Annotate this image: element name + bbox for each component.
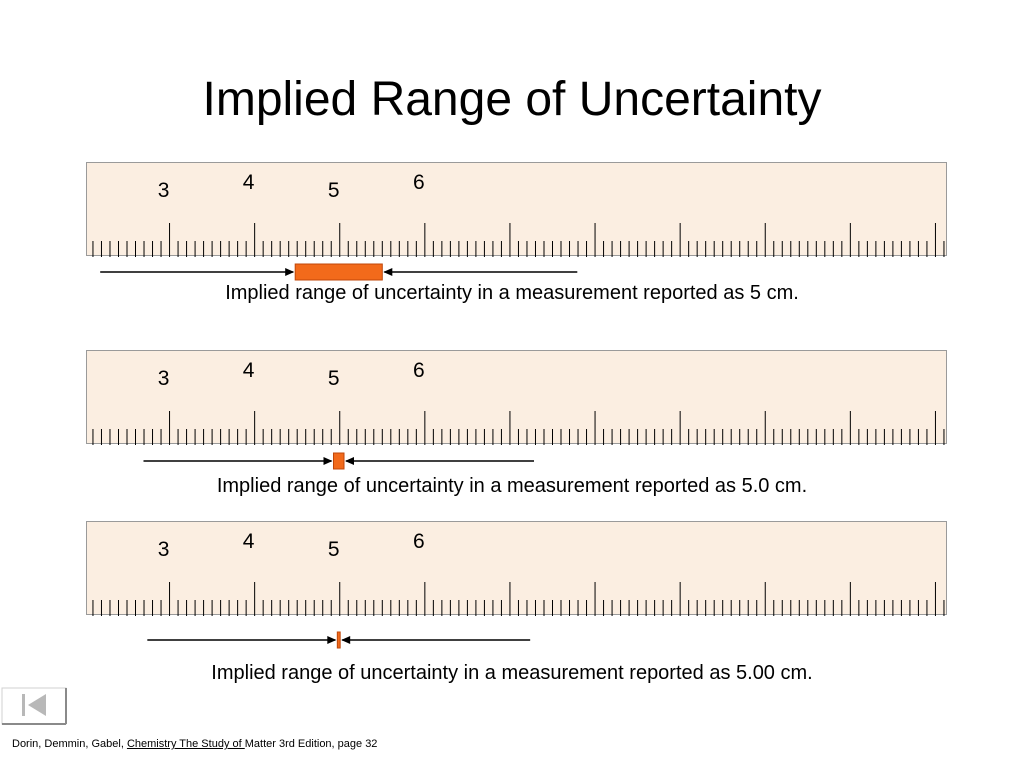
first-slide-button[interactable] (0, 686, 68, 726)
first-slide-icon (22, 694, 46, 716)
uncertainty-range-bar (294, 263, 383, 281)
ruler: 3 4 5 6 (86, 162, 947, 257)
ruler-label-5: 5 (328, 179, 340, 202)
credit-book-title: Chemistry The Study of (126, 738, 245, 750)
right-arrowhead (341, 636, 351, 644)
left-arrowhead (327, 636, 337, 644)
uncertainty-range-bar (336, 631, 341, 649)
ruler-label-3: 3 (158, 538, 170, 561)
ruler-scale: 3 4 5 6 (92, 359, 945, 445)
ruler-label-6: 6 (413, 359, 425, 382)
right-arrowhead (345, 457, 355, 465)
left-arrowhead (323, 457, 333, 465)
left-arrowhead (285, 268, 295, 276)
ruler-label-3: 3 (158, 179, 170, 202)
source-credit: Dorin, Demmin, Gabel, Chemistry The Stud… (12, 738, 377, 750)
credit-rest: Matter 3rd Edition, page 32 (244, 738, 378, 750)
caption-5-00cm: Implied range of uncertainty in a measur… (211, 662, 813, 684)
ruler-label-6: 6 (413, 530, 425, 553)
ruler-label-4: 4 (243, 359, 255, 382)
slide-title: Implied Range of Uncertainty (202, 73, 822, 126)
ruler-label-4: 4 (243, 530, 255, 553)
ruler-scale: 3 4 5 6 (92, 530, 945, 616)
caption-5cm: Implied range of uncertainty in a measur… (225, 282, 799, 304)
credit-authors: Dorin, Demmin, Gabel, (12, 738, 127, 750)
ruler-label-6: 6 (413, 171, 425, 194)
uncertainty-range-bar (332, 452, 345, 470)
uncertainty-range-indicator (100, 263, 578, 281)
ruler-label-5: 5 (328, 538, 340, 561)
ruler-label-3: 3 (158, 367, 170, 390)
ruler-label-5: 5 (328, 367, 340, 390)
ruler-scale: 3 4 5 6 (92, 171, 945, 257)
uncertainty-range-indicator (147, 631, 531, 649)
ruler-label-4: 4 (243, 171, 255, 194)
right-arrowhead (383, 268, 393, 276)
ruler: 3 4 5 6 (86, 350, 947, 445)
ruler: 3 4 5 6 (86, 521, 947, 616)
uncertainty-range-indicator (143, 452, 535, 470)
caption-5-0cm: Implied range of uncertainty in a measur… (216, 475, 808, 497)
